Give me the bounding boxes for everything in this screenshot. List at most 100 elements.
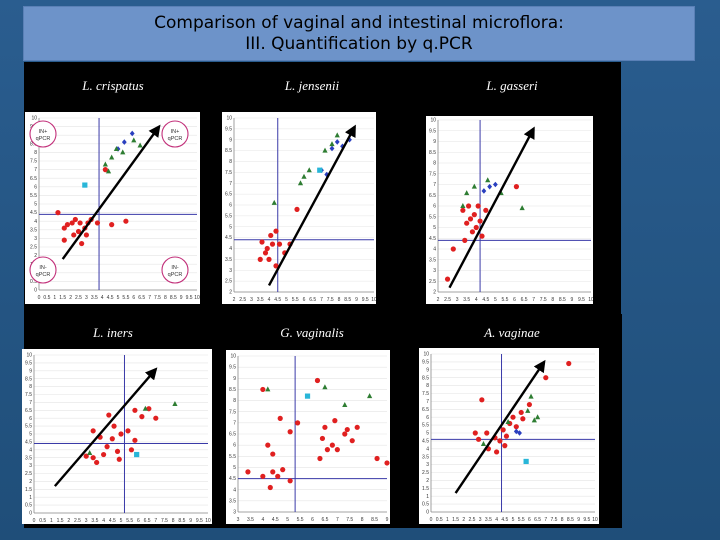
g-vaginalis-circle-point xyxy=(260,473,266,479)
x-tick-label: 8.5 xyxy=(559,297,566,303)
y-tick-label: 7 xyxy=(34,167,37,173)
l-gasseri-triangle-point xyxy=(485,177,491,183)
trend-arrow xyxy=(267,124,356,287)
x-tick-label: 7 xyxy=(320,297,323,303)
l-iners-circle-point xyxy=(111,423,117,429)
g-vaginalis-circle-point xyxy=(277,415,283,421)
l-gasseri-circle-point xyxy=(513,184,520,190)
x-tick-label: 4.5 xyxy=(482,297,489,303)
l-gasseri-circle-point xyxy=(460,207,466,213)
y-tick-label: 2.5 xyxy=(25,471,32,477)
y-tick-label: 6.5 xyxy=(422,407,429,413)
a-vaginae-triangle-point xyxy=(528,393,534,399)
y-tick-label: 4 xyxy=(229,246,232,252)
g-vaginalis-circle-point xyxy=(324,447,330,453)
quadrant-method-label: qPCR xyxy=(36,272,51,278)
x-tick-label: 9.5 xyxy=(186,295,193,301)
l-gasseri-circle-point xyxy=(483,207,489,213)
x-tick-label: 9 xyxy=(386,517,389,523)
y-tick-label: 0 xyxy=(34,288,37,294)
l-crispatus-diamond-point xyxy=(121,139,127,145)
a-vaginae-triangle-point xyxy=(480,441,487,447)
y-tick-label: 3.5 xyxy=(225,257,232,263)
x-tick-label: 6.5 xyxy=(144,518,151,524)
trend-arrow xyxy=(454,359,546,494)
y-tick-label: 9 xyxy=(233,376,236,382)
l-crispatus-triangle-point xyxy=(131,137,137,143)
x-tick-label: 1.5 xyxy=(57,518,64,524)
x-tick-label: 3 xyxy=(85,295,88,301)
g-vaginalis-circle-point xyxy=(260,386,266,393)
y-tick-label: 0.5 xyxy=(25,503,32,509)
y-tick-label: 2 xyxy=(29,479,32,485)
g-vaginalis-triangle-point xyxy=(265,386,271,392)
y-tick-label: 7.5 xyxy=(422,391,429,397)
y-tick-label: 8.5 xyxy=(229,387,236,393)
l-iners-circle-point xyxy=(114,448,121,454)
l-jensenii-circle-point xyxy=(269,241,276,247)
x-tick-label: 8.5 xyxy=(567,517,574,523)
g-vaginalis-circle-point xyxy=(334,447,340,453)
l-jensenii-circle-point xyxy=(264,245,270,252)
y-tick-label: 6 xyxy=(426,415,429,421)
l-iners-triangle-point xyxy=(142,405,148,411)
y-tick-label: 6.5 xyxy=(225,192,232,198)
a-vaginae-diamond-point xyxy=(517,430,522,436)
x-tick-label: 9.5 xyxy=(196,518,203,524)
x-tick-label: 8.5 xyxy=(371,517,378,523)
x-tick-label: 5.5 xyxy=(501,297,508,303)
y-tick-label: 2 xyxy=(34,253,37,259)
x-tick-label: 6 xyxy=(528,517,531,523)
x-tick-label: 7.5 xyxy=(551,517,558,523)
x-tick-label: 9.5 xyxy=(362,297,369,303)
l-gasseri-circle-point xyxy=(477,218,483,224)
l-gasseri-circle-point xyxy=(473,224,479,231)
x-tick-label: 8 xyxy=(361,517,364,523)
x-tick-label: 6 xyxy=(137,518,140,524)
l-gasseri-diamond-point xyxy=(492,181,498,188)
y-tick-label: 8.5 xyxy=(422,375,429,381)
x-tick-label: 2.5 xyxy=(444,297,451,303)
x-tick-label: 4.5 xyxy=(501,517,508,523)
x-tick-label: 4 xyxy=(268,297,271,303)
l-jensenii-circle-point xyxy=(259,239,265,245)
y-tick-label: 2.5 xyxy=(30,245,37,251)
a-vaginae-triangle-point xyxy=(505,418,511,424)
y-tick-label: 10 xyxy=(31,116,37,122)
l-iners-circle-point xyxy=(125,428,131,434)
x-tick-label: 7.5 xyxy=(161,518,168,524)
l-crispatus-circle-point xyxy=(55,210,61,216)
l-jensenii-circle-point xyxy=(266,256,272,262)
quadrant-method-label: qPCR xyxy=(36,136,51,142)
l-jensenii-circle-point xyxy=(276,241,283,247)
slide-title-line1: Comparison of vaginal and intestinal mic… xyxy=(154,13,564,33)
figure-panel-edge xyxy=(617,314,622,528)
y-tick-label: 9.5 xyxy=(225,126,232,132)
l-crispatus-triangle-point xyxy=(120,149,126,155)
g-vaginalis-circle-point xyxy=(280,467,286,473)
quadrant-marker-circle xyxy=(29,256,57,284)
x-tick-label: 4 xyxy=(101,295,104,301)
y-tick-label: 7.5 xyxy=(30,159,37,165)
scatter-plot-l-jensenii: 2 2.5 3 3.5 4 4.5 5 5.5 6 6.5 7 7.5 8 8.5 9 9.5 10 10 9.5 9… xyxy=(222,112,376,304)
x-tick-label: 2 xyxy=(462,517,465,523)
g-vaginalis-circle-point xyxy=(275,473,281,479)
y-tick-label: 5 xyxy=(34,202,37,208)
l-crispatus-circle-point xyxy=(69,220,75,226)
y-tick-label: 8.5 xyxy=(25,376,32,382)
x-tick-label: 10 xyxy=(588,297,593,303)
y-tick-label: 0 xyxy=(426,510,429,516)
g-vaginalis-triangle-point xyxy=(322,384,328,390)
quadrant-marker-circle xyxy=(161,256,189,284)
x-tick-label: 8 xyxy=(551,297,554,303)
x-tick-label: 5 xyxy=(120,518,123,524)
x-tick-label: 1.5 xyxy=(59,295,66,301)
y-tick-label: 0 xyxy=(29,511,32,517)
y-tick-label: 8 xyxy=(29,384,32,390)
l-crispatus-circle-point xyxy=(109,222,115,228)
panel-label-l-jensenii: L. jensenii xyxy=(284,78,340,93)
trend-arrow xyxy=(61,124,161,260)
a-vaginae-circle-point xyxy=(484,430,490,436)
y-tick-label: 10 xyxy=(230,354,236,360)
a-vaginae-circle-point xyxy=(513,424,519,430)
